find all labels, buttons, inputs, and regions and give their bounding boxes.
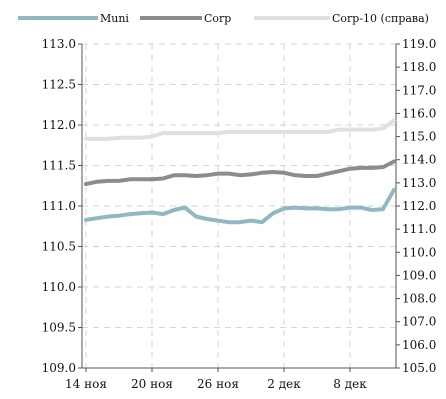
right-tick-label: 111.0: [402, 222, 436, 236]
right-tick-label: 118.0: [402, 60, 436, 74]
x-tick-label: 26 ноя: [197, 377, 239, 391]
legend-label: Corp: [204, 12, 231, 25]
left-tick-label: 112.5: [42, 78, 76, 92]
x-tick-label: 20 ноя: [131, 377, 173, 391]
legend-label: Corp-10 (справа): [332, 12, 429, 25]
right-tick-label: 110.0: [402, 245, 436, 259]
right-tick-label: 106.0: [402, 338, 436, 352]
right-tick-label: 109.0: [402, 268, 436, 282]
right-tick-label: 115.0: [402, 130, 436, 144]
right-tick-label: 114.0: [402, 153, 436, 167]
left-tick-label: 110.0: [42, 280, 76, 294]
right-tick-label: 105.0: [402, 361, 436, 375]
tick-labels: 109.0 109.5 110.0 110.5 111.0 111.5 112.0 112.5…: [42, 37, 437, 391]
left-tick-label: 110.5: [42, 240, 76, 254]
right-tick-label: 107.0: [402, 315, 436, 329]
left-tick-label: 109.0: [42, 361, 76, 375]
grid: [82, 43, 396, 368]
legend: Muni Corp Corp-10 (справа): [18, 12, 429, 25]
left-tick-label: 111.0: [42, 199, 76, 213]
series-lines: [84, 118, 396, 225]
right-tick-label: 117.0: [402, 83, 436, 97]
left-tick-label: 112.0: [42, 118, 76, 132]
series-line-corp: [84, 159, 396, 187]
series-line-muni: [84, 187, 396, 225]
right-tick-label: 113.0: [402, 176, 436, 190]
series-line-corp-10: [84, 118, 396, 141]
left-tick-label: 109.5: [42, 321, 76, 335]
left-tick-label: 111.5: [42, 159, 76, 173]
x-tick-label: 8 дек: [333, 377, 367, 391]
legend-label: Muni: [100, 12, 129, 25]
axes: [78, 43, 400, 372]
left-tick-label: 113.0: [42, 37, 76, 51]
right-tick-label: 116.0: [402, 106, 436, 120]
x-tick-label: 14 ноя: [65, 377, 107, 391]
right-tick-label: 108.0: [402, 292, 436, 306]
right-tick-label: 119.0: [402, 37, 436, 51]
x-tick-label: 2 дек: [267, 377, 301, 391]
right-tick-label: 112.0: [402, 199, 436, 213]
